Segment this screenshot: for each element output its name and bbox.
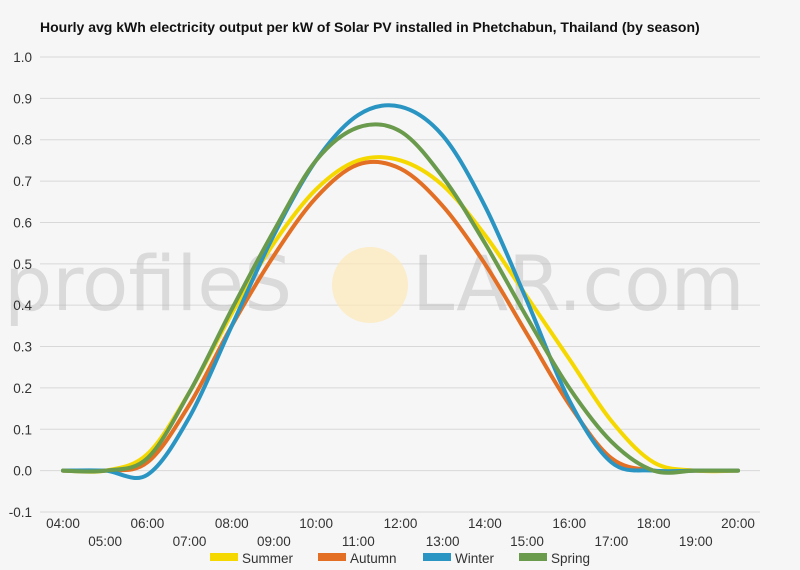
- x-axis: 04:00 05:00 06:00 07:00 08:00 09:00 10:00 11:00…: [46, 516, 755, 549]
- y-tick-label: 0.5: [13, 257, 32, 272]
- y-tick-label: 0.7: [13, 174, 32, 189]
- legend-swatch-winter: [423, 553, 451, 561]
- series-line-winter: [61, 103, 740, 480]
- y-tick-label: 0.9: [13, 91, 32, 106]
- x-tick-label: 19:00: [679, 534, 713, 549]
- legend-swatch-spring: [519, 553, 547, 561]
- x-tick-label: 10:00: [299, 516, 333, 531]
- x-tick-label: 05:00: [88, 534, 122, 549]
- x-tick-label: 06:00: [130, 516, 164, 531]
- y-tick-label: 0.3: [13, 340, 32, 355]
- y-tick-label: 0.0: [13, 464, 32, 479]
- watermark-text-right: LAR.com: [412, 239, 745, 328]
- x-tick-label: 07:00: [173, 534, 207, 549]
- x-tick-label: 09:00: [257, 534, 291, 549]
- x-tick-label: 14:00: [468, 516, 502, 531]
- y-tick-label: 0.6: [13, 215, 32, 230]
- x-tick-label: 08:00: [215, 516, 249, 531]
- series-line-spring: [61, 122, 740, 475]
- y-tick-label: 0.8: [13, 133, 32, 148]
- grid-lines: [40, 56, 760, 513]
- x-tick-label: 20:00: [721, 516, 755, 531]
- x-tick-label: 15:00: [510, 534, 544, 549]
- y-tick-label: -0.1: [9, 505, 32, 520]
- x-tick-label: 11:00: [342, 534, 375, 549]
- x-tick-label: 04:00: [46, 516, 80, 531]
- series-lines: [61, 103, 740, 480]
- x-tick-label: 17:00: [595, 534, 629, 549]
- chart-title: Hourly avg kWh electricity output per kW…: [40, 19, 700, 35]
- legend-swatch-autumn: [318, 553, 346, 561]
- y-tick-label: 1.0: [13, 50, 32, 65]
- watermark-sun-icon: [332, 247, 408, 323]
- legend: Summer Autumn Winter Spring: [210, 551, 590, 566]
- x-tick-label: 12:00: [384, 516, 418, 531]
- legend-label: Winter: [455, 551, 495, 566]
- x-tick-label: 18:00: [637, 516, 671, 531]
- x-tick-label: 16:00: [552, 516, 586, 531]
- y-tick-label: 0.4: [13, 298, 32, 313]
- legend-label: Summer: [242, 551, 294, 566]
- watermark: profileS LAR.com: [4, 239, 745, 328]
- legend-swatch-summer: [210, 553, 238, 561]
- legend-label: Autumn: [350, 551, 397, 566]
- y-tick-label: 0.2: [13, 381, 32, 396]
- y-tick-label: 0.1: [13, 422, 32, 437]
- legend-label: Spring: [551, 551, 590, 566]
- x-tick-label: 13:00: [426, 534, 460, 549]
- y-axis: -0.1 0.0 0.1 0.2 0.3 0.4 0.5 0.6 0.7 0.8 0.9 1.0: [9, 50, 33, 520]
- series-line-autumn: [61, 159, 740, 474]
